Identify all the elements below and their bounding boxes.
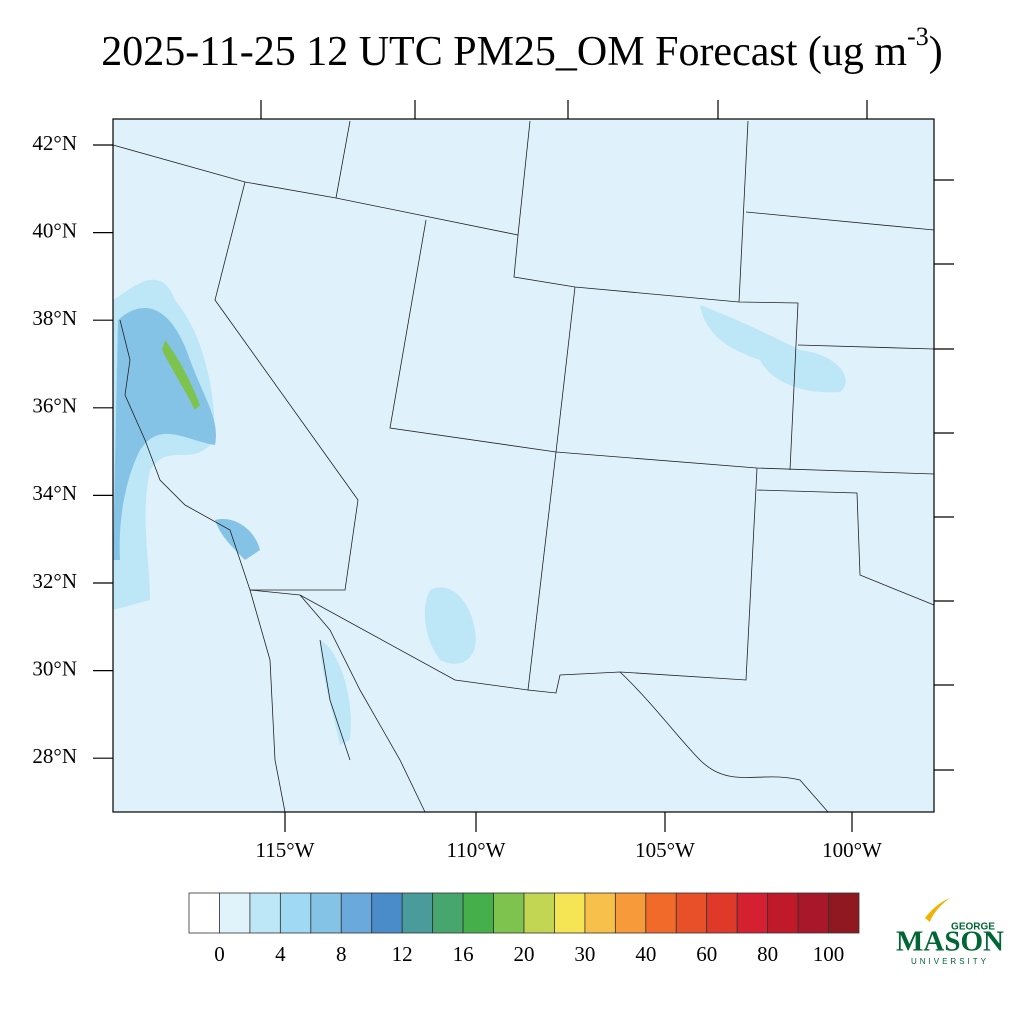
colorbar-box <box>249 892 281 934</box>
logo-bottom: UNIVERSITY <box>911 957 989 966</box>
border <box>738 120 935 606</box>
colorbar-label: 100 <box>813 942 845 966</box>
colorbar-label: 8 <box>336 942 347 966</box>
colorbar-box <box>462 892 494 934</box>
lat-label: 36°N <box>32 394 77 418</box>
plume <box>424 587 476 664</box>
logo-top: GEORGE <box>951 922 995 933</box>
colorbar-box <box>371 892 403 934</box>
plume <box>162 340 200 410</box>
title-main: 2025-11-25 12 UTC PM25_OM Forecast (ug m <box>101 29 907 75</box>
lat-label: 34°N <box>32 481 77 505</box>
colorbar-label: 16 <box>453 942 474 966</box>
border <box>513 234 799 471</box>
plume <box>700 305 846 393</box>
lat-label: 30°N <box>32 656 77 680</box>
colorbar-box <box>828 892 860 934</box>
colorbar-box <box>340 892 373 934</box>
map: 42°N40°N38°N36°N34°N32°N30°N28°N 115°W 11… <box>32 100 954 862</box>
logo-flame <box>925 898 950 922</box>
colorbar-box <box>188 892 220 934</box>
lat-labels: 42°N 40°N 38°N 36°N 34°N 32°N 30°N 28°N <box>32 131 113 768</box>
colorbar-label: 12 <box>392 942 413 966</box>
colorbar-label: 30 <box>574 942 595 966</box>
logo-main: MASON <box>896 926 1004 958</box>
tick <box>260 100 954 771</box>
colorbar-label: 80 <box>757 942 778 966</box>
lon-labels: 115°W 110°W 105°W 100°W <box>256 812 882 862</box>
colorbar-box <box>675 892 708 934</box>
lat-label: 42°N <box>32 131 77 155</box>
colorbar-box <box>614 892 647 934</box>
colorbar-box <box>493 892 525 934</box>
coast <box>299 594 426 813</box>
colorbar-box <box>310 892 342 934</box>
border <box>335 120 351 199</box>
lon-label: 110°W <box>447 838 506 862</box>
border <box>527 286 758 694</box>
colorbar-box <box>797 892 829 934</box>
colorbar-box <box>706 892 738 934</box>
border <box>619 671 829 813</box>
lon-label: 115°W <box>256 838 315 862</box>
colorbar-box <box>736 892 769 934</box>
colorbar-box <box>645 892 677 934</box>
colorbar-box <box>767 892 799 934</box>
colorbar-label: 4 <box>275 942 286 966</box>
colorbar-box <box>219 892 251 934</box>
lon-label: 100°W <box>822 838 882 862</box>
colorbar-box <box>401 892 434 934</box>
plume <box>215 519 260 560</box>
plume <box>113 308 216 560</box>
colorbar-label: 0 <box>214 942 225 966</box>
colorbar-box <box>523 892 555 934</box>
colorbar-box <box>584 892 616 934</box>
lat-label: 38°N <box>32 306 77 330</box>
colorbar-box <box>432 892 464 934</box>
map-frame <box>112 118 935 813</box>
lon-label: 105°W <box>635 838 695 862</box>
plume <box>320 640 351 745</box>
colorbar-box <box>554 892 586 934</box>
border <box>214 181 359 591</box>
colorbar-label: 20 <box>514 942 535 966</box>
colorbar-box <box>279 892 312 934</box>
lat-label: 28°N <box>32 744 77 768</box>
map-background <box>113 119 934 812</box>
colorbar: 0 4 8 12 16 20 30 40 60 80 100 <box>188 892 860 966</box>
title-end: ) <box>929 29 943 75</box>
title: 2025-11-25 12 UTC PM25_OM Forecast (ug m… <box>101 22 942 75</box>
coast <box>119 319 286 813</box>
colorbar-label: 60 <box>696 942 717 966</box>
border <box>249 589 529 691</box>
lat-label: 32°N <box>32 569 77 593</box>
colorbar-label: 40 <box>635 942 656 966</box>
logo: GEORGE MASON UNIVERSITY <box>896 898 1004 966</box>
title-superscript: -3 <box>907 22 929 51</box>
lat-label: 40°N <box>32 218 77 242</box>
